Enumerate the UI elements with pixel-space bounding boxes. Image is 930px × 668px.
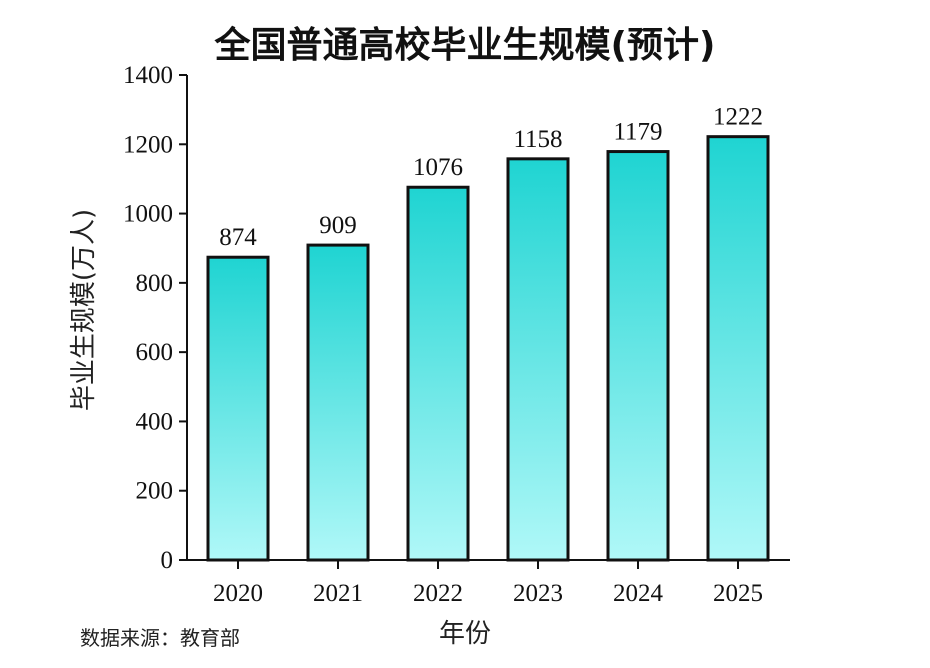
x-tick-label: 2020: [213, 580, 263, 607]
bar-2020: [206, 255, 270, 562]
y-tick-label: 1200: [123, 131, 173, 158]
bar-2022: [406, 185, 470, 562]
y-tick-label: 0: [161, 547, 174, 574]
x-axis-label: 年份: [439, 619, 491, 649]
y-axis-label: 毕业生规模(万人): [69, 209, 99, 411]
data-label: 909: [319, 212, 357, 239]
bar-2023: [506, 157, 570, 562]
bar-2025: [706, 135, 770, 562]
y-tick-label: 800: [136, 270, 174, 297]
x-tick-label: 2022: [413, 580, 463, 607]
x-tick-label: 2024: [613, 580, 664, 607]
chart-title: 全国普通高校毕业生规模(预计): [214, 24, 716, 66]
x-tick-label: 2023: [513, 580, 563, 607]
source-note: 数据来源：教育部: [80, 626, 240, 650]
data-label: 1076: [413, 154, 463, 181]
bar-2021: [306, 243, 370, 562]
x-tick-label: 2021: [313, 580, 363, 607]
y-tick-label: 1400: [123, 62, 173, 89]
bar-2024: [606, 150, 670, 562]
data-label: 1179: [613, 119, 662, 146]
data-label: 1222: [713, 104, 763, 131]
y-tick-label: 400: [136, 408, 174, 435]
data-label: 1158: [513, 126, 562, 153]
x-tick-label: 2025: [713, 580, 763, 607]
y-tick-label: 200: [136, 478, 174, 505]
data-label: 874: [219, 224, 257, 251]
y-tick-label: 1000: [123, 201, 173, 228]
y-tick-label: 600: [136, 339, 174, 366]
